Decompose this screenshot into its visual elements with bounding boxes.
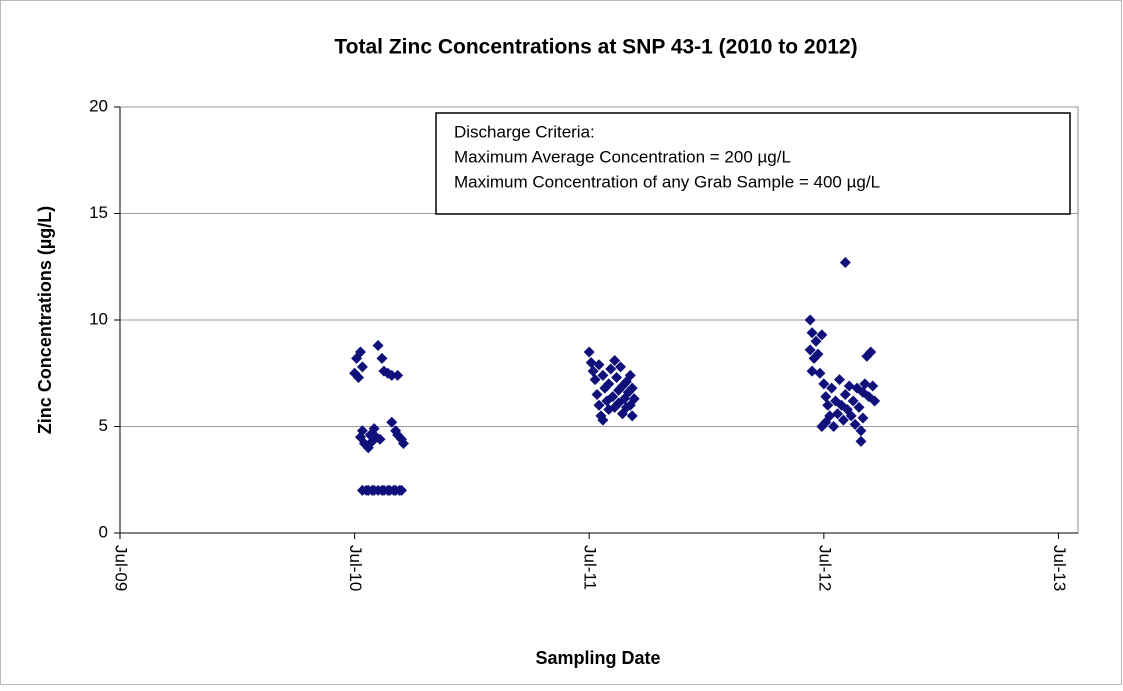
point [397,438,409,450]
point [855,435,867,447]
point [843,380,855,392]
point [607,391,619,403]
x-tick-label: Jul-10 [346,545,365,591]
annotation: Maximum Concentration of any Grab Sample… [454,172,880,191]
point [376,352,388,364]
point [628,393,640,405]
point [816,329,828,341]
x-tick-label: Jul-13 [1050,545,1069,591]
y-axis-label: Zinc Concentrations (µg/L) [35,206,55,434]
point [812,348,824,360]
point [353,372,365,384]
point [818,378,830,390]
point [597,414,609,426]
annotation: Discharge Criteria: [454,122,595,141]
point [839,389,851,401]
y-tick-label: 0 [99,522,108,541]
point [810,335,822,347]
point [820,391,832,403]
point [855,425,867,437]
point [833,374,845,386]
point [611,372,623,384]
point [847,395,859,407]
point [832,408,844,420]
point [356,361,368,373]
x-tick-label: Jul-09 [112,545,131,591]
point [839,256,851,268]
x-tick-label: Jul-11 [581,545,600,590]
point [386,416,398,428]
point [374,433,386,445]
point [867,380,879,392]
point [589,374,601,386]
point [609,354,621,366]
point [396,484,408,496]
point [583,346,595,358]
point [368,423,380,435]
point [593,359,605,371]
point [822,399,834,411]
point [837,414,849,426]
point [869,395,881,407]
point [849,418,861,430]
point [804,344,816,356]
point [386,369,398,381]
point [824,410,836,422]
point [605,363,617,375]
point [615,361,627,373]
point [859,378,871,390]
point [804,314,816,326]
x-axis-label: Sampling Date [535,648,660,668]
annotation: Maximum Average Concentration = 200 µg/L [454,147,791,166]
point [626,410,638,422]
y-tick-label: 15 [89,203,108,222]
point [806,365,818,377]
point [853,401,865,413]
point [587,365,599,377]
point [806,327,818,339]
point [865,346,877,358]
point [591,389,603,401]
point [597,369,609,381]
point [814,367,826,379]
point [624,369,636,381]
point [626,382,638,394]
y-tick-label: 10 [89,309,108,328]
point [828,421,840,432]
point [857,412,869,424]
y-tick-label: 20 [89,96,108,115]
y-tick-label: 5 [99,416,108,435]
chart-title: Total Zinc Concentrations at SNP 43-1 (2… [334,36,857,59]
annotation-box [435,112,1071,215]
point [356,425,368,437]
point [845,410,857,422]
point [603,378,615,390]
point [392,369,404,381]
point [372,340,384,352]
point [826,382,838,394]
point [593,399,605,411]
point [354,346,366,358]
x-tick-label: Jul-12 [815,545,834,591]
point [585,357,597,369]
